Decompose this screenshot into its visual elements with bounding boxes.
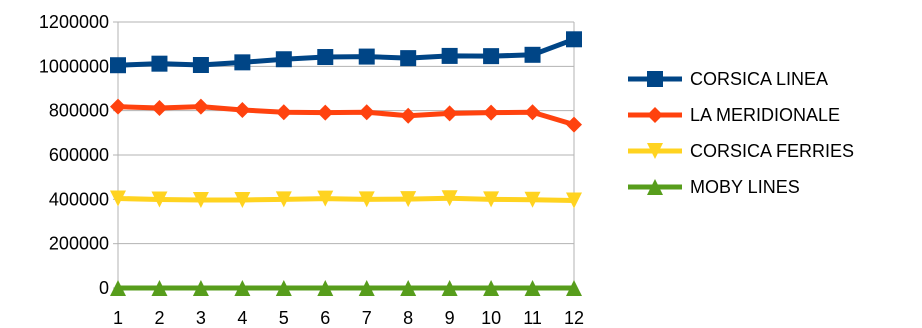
legend-label: MOBY LINES	[690, 177, 800, 197]
data-point	[566, 31, 582, 48]
data-point	[192, 57, 209, 74]
series-layer	[110, 31, 582, 296]
x-tick-label: 6	[320, 308, 330, 328]
data-point	[400, 50, 417, 67]
x-tick-label: 4	[237, 308, 247, 328]
x-tick-label: 12	[564, 308, 584, 328]
y-tick-label: 0	[99, 278, 109, 298]
y-tick-label: 200000	[49, 234, 109, 254]
x-tick-label: 3	[196, 308, 206, 328]
data-point	[400, 280, 417, 296]
data-point	[400, 191, 417, 208]
data-point	[192, 280, 209, 296]
data-point	[566, 280, 582, 296]
series-line	[117, 36, 575, 68]
data-point	[358, 191, 375, 208]
legend-item-moby-lines: MOBY LINES	[628, 177, 800, 197]
x-tick-label: 9	[445, 308, 455, 328]
data-point	[524, 46, 541, 63]
x-tick-label: 7	[362, 308, 372, 328]
data-point	[400, 107, 417, 124]
legend-label: CORSICA LINEA	[690, 69, 828, 89]
data-point	[110, 190, 126, 207]
legend-marker	[647, 107, 663, 123]
data-point	[483, 191, 500, 208]
legend-marker	[647, 143, 663, 159]
x-tick-label: 1	[113, 308, 123, 328]
data-point	[275, 191, 292, 208]
series-line	[117, 195, 575, 203]
x-tick-label: 11	[523, 308, 542, 328]
series-moby-lines	[110, 280, 582, 296]
x-tick-label: 10	[481, 308, 501, 328]
data-point	[524, 191, 541, 208]
data-point	[358, 48, 375, 65]
y-tick-label: 600000	[49, 145, 109, 165]
legend: CORSICA LINEA LA MERIDIONALE CORSICA FERRI…	[628, 69, 854, 197]
data-point	[151, 191, 168, 208]
y-tick-label: 400000	[49, 189, 109, 209]
y-axis-tick-labels: 0 200000 400000 600000 800000 1000000 1200000	[39, 12, 109, 298]
data-point	[234, 54, 251, 71]
data-point	[275, 280, 292, 296]
data-point	[483, 48, 500, 65]
legend-label: LA MERIDIONALE	[690, 105, 840, 125]
data-point	[441, 105, 458, 122]
data-point	[524, 280, 541, 296]
series-corsica-linea	[110, 31, 582, 74]
y-tick-label: 1000000	[39, 56, 109, 76]
data-point	[524, 104, 541, 121]
data-point	[483, 104, 500, 121]
x-tick-label: 2	[154, 308, 164, 328]
data-point	[317, 190, 334, 207]
data-point	[566, 192, 582, 209]
x-axis-tick-labels: 1 2 3 4 5 6 7 8 9 10 11 12	[113, 308, 584, 328]
legend-item-la-meridionale: LA MERIDIONALE	[628, 105, 840, 125]
data-point	[234, 280, 251, 296]
data-point	[441, 190, 458, 207]
gridlines	[118, 21, 574, 289]
data-point	[192, 98, 209, 115]
legend-item-corsica-linea: CORSICA LINEA	[628, 69, 828, 89]
data-point	[566, 116, 582, 133]
data-point	[110, 98, 126, 115]
legend-marker	[647, 179, 663, 195]
data-point	[275, 104, 292, 121]
x-tick-label: 5	[279, 308, 289, 328]
data-point	[483, 280, 500, 296]
data-point	[317, 280, 334, 296]
data-point	[234, 191, 251, 208]
plot-area	[110, 21, 582, 296]
series-corsica-ferries	[110, 190, 582, 209]
y-tick-label: 800000	[49, 101, 109, 121]
data-point	[151, 100, 168, 117]
legend-item-corsica-ferries: CORSICA FERRIES	[628, 141, 854, 161]
data-point	[358, 104, 375, 121]
data-point	[441, 47, 458, 64]
series-line	[117, 104, 575, 128]
data-point	[151, 55, 168, 72]
series-la-meridionale	[110, 98, 582, 133]
data-point	[358, 280, 375, 296]
y-tick-label: 1200000	[39, 12, 109, 32]
data-point	[151, 280, 168, 296]
data-point	[317, 49, 334, 66]
data-point	[110, 57, 126, 74]
data-point	[317, 104, 334, 121]
data-point	[110, 280, 126, 296]
data-point	[275, 51, 292, 68]
data-point	[441, 280, 458, 296]
legend-marker	[647, 71, 663, 87]
x-tick-label: 8	[403, 308, 413, 328]
data-point	[192, 191, 209, 208]
data-point	[234, 102, 251, 119]
legend-label: CORSICA FERRIES	[690, 141, 854, 161]
